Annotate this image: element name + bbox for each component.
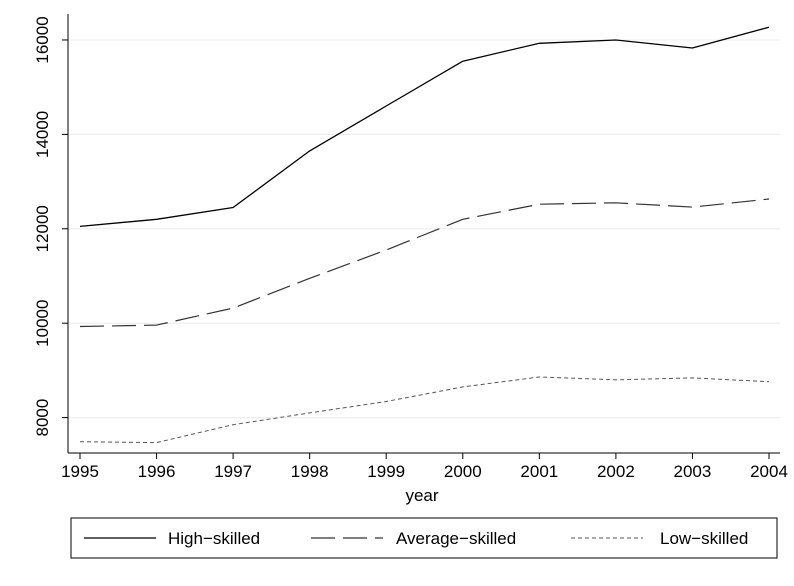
x-tick-label-1995: 1995 [61, 462, 99, 481]
tick-labels: 8000 10000 12000 14000 16000 1995 1996 1997 1998… [33, 16, 788, 481]
legend-items: High−skilled Average−skilled Low−skilled [84, 529, 748, 548]
legend-label-1: Average−skilled [396, 529, 516, 548]
y-tick-label-10000: 10000 [33, 300, 52, 347]
series-lines [79, 26, 770, 444]
legend-label-2: Low−skilled [660, 529, 748, 548]
axes [67, 14, 780, 454]
x-tick-label-2004: 2004 [750, 462, 788, 481]
x-tick-label-2002: 2002 [597, 462, 635, 481]
x-tick-label-1997: 1997 [214, 462, 252, 481]
y-tick-label-8000: 8000 [33, 399, 52, 437]
y-tick-label-16000: 16000 [33, 16, 52, 63]
series-line-1 [79, 198, 770, 328]
legend: High−skilled Average−skilled Low−skilled [70, 517, 778, 559]
legend-box [70, 517, 778, 559]
y-tick-label-12000: 12000 [33, 205, 52, 252]
x-tick-label-2000: 2000 [444, 462, 482, 481]
x-tick-label-1998: 1998 [291, 462, 329, 481]
gridlines [68, 39, 780, 419]
series-line-0 [79, 26, 770, 228]
legend-label-0: High−skilled [168, 529, 260, 548]
series-line-2 [79, 376, 770, 444]
x-tick-label-2003: 2003 [674, 462, 712, 481]
y-tick-label-14000: 14000 [33, 111, 52, 158]
x-tick-label-1999: 1999 [367, 462, 405, 481]
x-axis-title: year [405, 486, 438, 505]
x-tick-label-2001: 2001 [520, 462, 558, 481]
x-tick-label-1996: 1996 [138, 462, 176, 481]
